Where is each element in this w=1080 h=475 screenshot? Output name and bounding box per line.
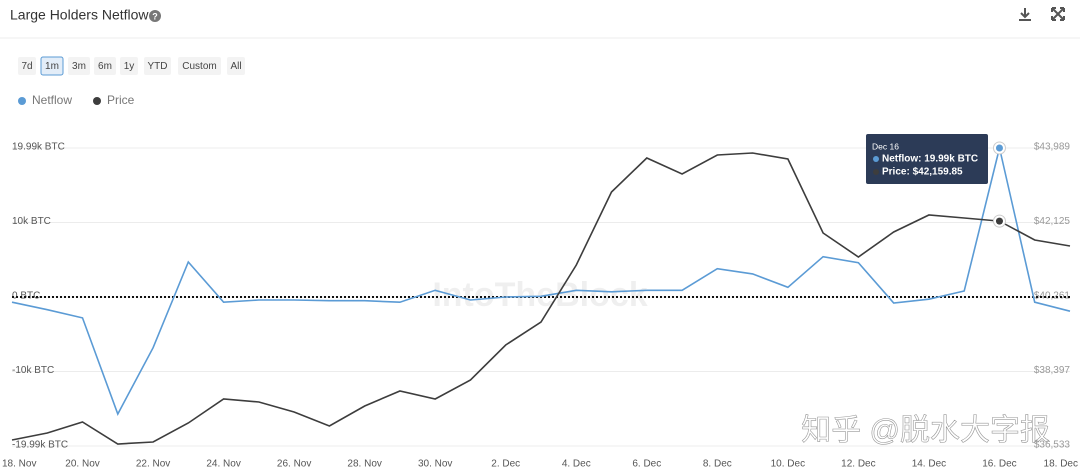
y-tick-label: -19.99k BTC: [12, 440, 68, 451]
range-button-label[interactable]: 7d: [21, 61, 32, 72]
hover-point: [995, 217, 1003, 225]
range-button-label[interactable]: 6m: [98, 61, 112, 72]
x-tick-label: 24. Nov: [206, 459, 240, 470]
y2-tick-label: $43,989: [1034, 142, 1071, 153]
x-tick-label: 12. Dec: [841, 459, 875, 470]
x-tick-label: 14. Dec: [912, 459, 946, 470]
range-button-bg[interactable]: [178, 57, 221, 75]
y2-tick-label: $38,397: [1034, 365, 1071, 376]
range-button-bg[interactable]: [120, 57, 138, 75]
x-tick-label: 2. Dec: [491, 459, 520, 470]
y-tick-label: 10k BTC: [12, 216, 51, 227]
y2-tick-label: $36,533: [1034, 440, 1071, 451]
help-icon[interactable]: [149, 10, 161, 22]
range-button-label[interactable]: 1m: [45, 61, 59, 72]
range-button-label[interactable]: 3m: [72, 61, 86, 72]
range-button[interactable]: All: [227, 57, 245, 75]
x-tick-label: 28. Nov: [347, 459, 381, 470]
series-line: [11, 147, 1071, 416]
range-button-bg[interactable]: [18, 57, 36, 75]
tooltip-line: Netflow: 19.99k BTC: [882, 154, 978, 165]
range-button-label[interactable]: 1y: [124, 61, 135, 72]
range-button-label[interactable]: YTD: [148, 61, 168, 72]
range-button-bg[interactable]: [68, 57, 90, 75]
hover-point: [995, 144, 1003, 152]
range-button-label[interactable]: All: [230, 61, 241, 72]
help-glyph: ?: [152, 11, 158, 21]
x-tick-label: 4. Dec: [562, 459, 591, 470]
watermark: IntoTheBlock: [432, 276, 647, 314]
watermark: 知乎 @脱水大字报: [801, 414, 1050, 447]
x-tick-label: 18. Nov: [2, 459, 36, 470]
x-tick-label: 18. Dec: [1044, 459, 1078, 470]
tooltip-box: [866, 134, 988, 184]
legend-marker: [18, 97, 26, 105]
x-tick-label: 22. Nov: [136, 459, 170, 470]
download-icon[interactable]: [1019, 8, 1031, 21]
range-button[interactable]: 6m: [94, 57, 116, 75]
range-button[interactable]: 1y: [120, 57, 138, 75]
tooltip-marker: [873, 169, 879, 175]
y2-tick-label: $42,125: [1034, 216, 1071, 227]
x-tick-label: 8. Dec: [703, 459, 732, 470]
y-tick-label: -10k BTC: [12, 365, 54, 376]
expand-icon[interactable]: [1051, 7, 1065, 21]
x-tick-label: 6. Dec: [632, 459, 661, 470]
range-button[interactable]: 1m: [40, 56, 64, 76]
tooltip-title: Dec 16: [872, 141, 899, 151]
range-button-bg[interactable]: [94, 57, 116, 75]
x-tick-label: 20. Nov: [65, 459, 99, 470]
x-tick-label: 10. Dec: [771, 459, 805, 470]
x-tick-label: 16. Dec: [982, 459, 1016, 470]
tooltip-line: Price: $42,159.85: [882, 167, 963, 178]
y-tick-label: 0 BTC: [12, 291, 40, 302]
x-tick-label: 26. Nov: [277, 459, 311, 470]
page-title: Large Holders Netflow: [10, 7, 149, 23]
series-line: [11, 152, 1071, 445]
y-tick-label: 19.99k BTC: [12, 142, 65, 153]
range-button[interactable]: Custom: [178, 57, 221, 75]
legend-marker: [93, 97, 101, 105]
legend-label: Price: [107, 93, 135, 107]
range-button-bg[interactable]: [144, 57, 171, 75]
tooltip-marker: [873, 156, 879, 162]
x-tick-label: 30. Nov: [418, 459, 452, 470]
range-button[interactable]: 3m: [68, 57, 90, 75]
range-button-bg[interactable]: [40, 56, 64, 76]
range-button[interactable]: 7d: [18, 57, 36, 75]
range-button-bg[interactable]: [227, 57, 245, 75]
range-button-label[interactable]: Custom: [182, 61, 216, 72]
range-button[interactable]: YTD: [144, 57, 171, 75]
legend-label: Netflow: [32, 93, 72, 107]
